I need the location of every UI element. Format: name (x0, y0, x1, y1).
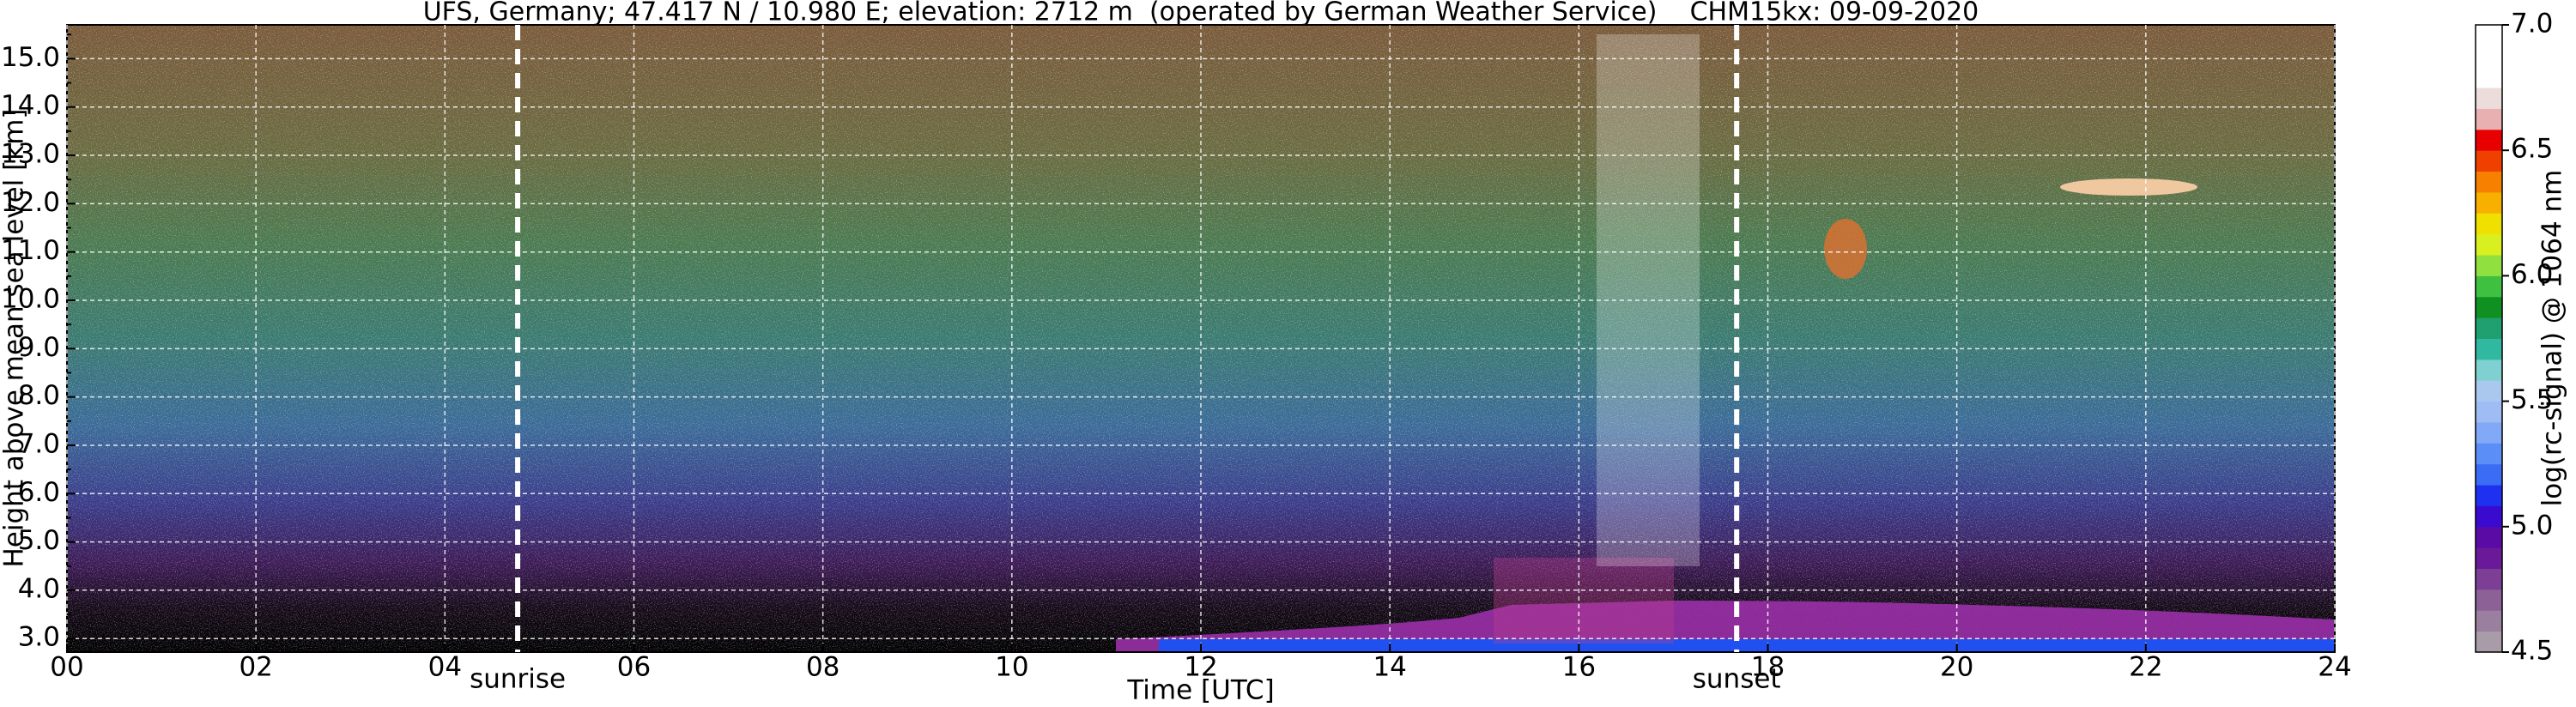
x-tick-label: 22 (2129, 652, 2162, 683)
y-tick-label: 12.0 (1, 187, 60, 218)
colorbar-segment (2476, 233, 2502, 256)
y-tick-label: 14.0 (1, 90, 60, 121)
y-tick-label: 6.0 (18, 477, 60, 508)
cirrus (1824, 219, 1867, 279)
y-tick-label: 3.0 (18, 622, 60, 653)
colorbar-segment (2476, 526, 2502, 548)
colorbar-segment (2476, 191, 2502, 214)
colorbar-frame (2475, 24, 2503, 653)
colorbar-segment (2476, 589, 2502, 611)
annotation-label: sunset (1693, 664, 1781, 695)
colorbar-segment (2476, 359, 2502, 381)
x-tick-label: 16 (1562, 652, 1596, 683)
colorbar-segment (2476, 547, 2502, 570)
x-tick-label: 20 (1940, 652, 1973, 683)
colorbar-label: log(rc-signal) @ 1064 nm (2537, 170, 2568, 507)
colorbar-segment (2476, 108, 2502, 130)
colorbar-tick-label: 6.0 (2511, 259, 2553, 290)
annotation-label: sunrise (470, 664, 566, 695)
y-tick-label: 5.0 (18, 525, 60, 556)
colorbar-segment (2476, 66, 2502, 88)
colorbar-segment (2476, 380, 2502, 402)
colorbar-segment (2476, 255, 2502, 276)
x-tick-label: 08 (806, 652, 839, 683)
chart-title: UFS, Germany; 47.417 N / 10.980 E; eleva… (423, 0, 1979, 27)
y-tick-label: 15.0 (1, 42, 60, 73)
colorbar-segment (2476, 338, 2502, 360)
colorbar-segment (2476, 610, 2502, 632)
y-tick-label: 13.0 (1, 139, 60, 170)
colorbar-tick-label: 5.5 (2511, 384, 2553, 415)
colorbar-segment (2476, 401, 2502, 423)
x-tick-label: 02 (239, 652, 272, 683)
colorbar-segment (2476, 505, 2502, 528)
x-tick-label: 10 (995, 652, 1028, 683)
y-tick-label: 11.0 (1, 235, 60, 266)
colorbar-tick-label: 6.5 (2511, 134, 2553, 165)
colorbar-segment (2476, 275, 2502, 298)
x-tick-label: 14 (1373, 652, 1406, 683)
colorbar-segment (2476, 463, 2502, 486)
y-tick-label: 8.0 (18, 380, 60, 411)
colorbar-segment (2476, 150, 2502, 172)
y-tick-label: 9.0 (18, 332, 60, 363)
x-tick-label: 06 (617, 652, 651, 683)
colorbar-segment (2476, 485, 2502, 506)
surface-layer (1159, 639, 2335, 652)
y-tick-label: 10.0 (1, 284, 60, 315)
colorbar-segment (2476, 88, 2502, 109)
colorbar-tick-label: 4.5 (2511, 636, 2553, 667)
colorbar-segment (2476, 25, 2502, 46)
x-tick-label: 00 (50, 652, 83, 683)
colorbar-segment (2476, 631, 2502, 653)
x-tick-label: 12 (1184, 652, 1217, 683)
colorbar-segment (2476, 171, 2502, 193)
colorbar-tick-label: 7.0 (2511, 9, 2553, 39)
x-tick-label: 04 (428, 652, 462, 683)
colorbar-segment (2476, 317, 2502, 339)
x-tick-label: 24 (2318, 652, 2351, 683)
y-axis-label: Height above mean sea level [km] (0, 109, 30, 568)
colorbar-segment (2476, 443, 2502, 465)
colorbar-segment (2476, 129, 2502, 151)
colorbar-segment (2476, 213, 2502, 235)
y-tick-label: 7.0 (18, 428, 60, 459)
colorbar-tick-label: 5.0 (2511, 510, 2553, 541)
colorbar-segment (2476, 421, 2502, 444)
colorbar-segment (2476, 568, 2502, 590)
colorbar-segment (2476, 296, 2502, 318)
precip (1494, 558, 1674, 644)
x-tick-label: 18 (1751, 652, 1785, 683)
x-axis-label: Time [UTC] (1126, 675, 1274, 706)
y-tick-label: 4.0 (18, 573, 60, 604)
cirrus (2060, 178, 2197, 196)
colorbar-segment (2476, 45, 2502, 68)
